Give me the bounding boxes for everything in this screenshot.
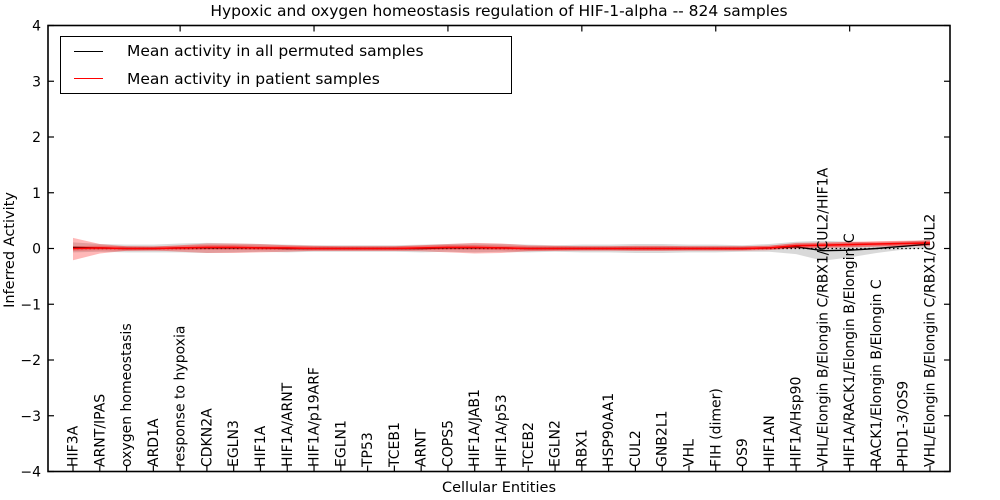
- chart-title: Hypoxic and oxygen homeostasis regulatio…: [210, 2, 788, 20]
- x-axis-label: Cellular Entities: [441, 480, 557, 496]
- y-tick-label: 2: [32, 130, 41, 146]
- y-tick-label: −2: [20, 353, 41, 369]
- x-tick-label: EGLN3: [226, 420, 242, 467]
- band-patient-samples-spread: [73, 237, 930, 261]
- x-tick-label: RACK1/Elongin B/Elongin C: [869, 279, 885, 467]
- x-tick-label: TCEB2: [521, 422, 537, 468]
- x-tick-label: FIH (dimer): [708, 388, 724, 467]
- x-tick-label: HIF1A: [253, 425, 269, 467]
- x-tick-label: response to hypoxia: [173, 326, 189, 467]
- x-tick-label: VHL: [682, 439, 698, 467]
- x-tick-label: RBX1: [574, 429, 590, 467]
- x-tick-label: HIF1A/p53: [494, 394, 510, 467]
- x-tick-label: VHL/Elongin B/Elongin C/RBX1/CUL2: [923, 214, 939, 467]
- x-tick-label: CDKN2A: [199, 408, 215, 467]
- band-permuted-samples-spread: [73, 240, 930, 261]
- x-tick-label: HIF1A/Hsp90: [789, 377, 805, 467]
- x-tick-label: EGLN1: [333, 420, 349, 467]
- legend-entry-permuted: Mean activity in all permuted samples: [61, 38, 511, 64]
- x-tick-label: HIF1AN: [762, 415, 778, 467]
- x-tick-label: ARD1A: [146, 418, 162, 467]
- y-axis-label: Inferred Activity: [2, 192, 18, 308]
- x-tick-label: PHD1-3/OS9: [896, 381, 912, 467]
- y-tick-label: −3: [20, 409, 41, 425]
- x-tick-label: HIF1A/RACK1/Elongin B/Elongin C: [842, 233, 858, 467]
- y-tick-label: −1: [20, 297, 41, 313]
- x-tick-label: ARNT: [414, 428, 430, 467]
- x-tick-label: VHL/Elongin B/Elongin C/RBX1/CUL2/HIF1A: [815, 167, 831, 467]
- y-tick-label: 3: [32, 74, 41, 90]
- legend-label-permuted: Mean activity in all permuted samples: [127, 42, 424, 61]
- y-tick-label: −4: [20, 465, 41, 481]
- legend-line-permuted-icon: [74, 50, 103, 52]
- x-tick-label: TP53: [360, 432, 376, 468]
- x-tick-label: HIF3A: [66, 425, 82, 467]
- x-tick-label: EGLN2: [548, 420, 564, 467]
- legend-line-patient-icon: [74, 78, 103, 80]
- x-tick-label: ARNT/IPAS: [92, 394, 108, 467]
- x-tick-label: oxygen homeostasis: [119, 323, 135, 467]
- x-tick-label: COPS5: [440, 420, 456, 467]
- x-tick-label: HSP90AA1: [601, 393, 617, 467]
- x-tick-label: OS9: [735, 438, 751, 467]
- legend-label-patient: Mean activity in patient samples: [127, 69, 380, 88]
- x-tick-label: CUL2: [628, 430, 644, 467]
- y-tick-label: 1: [32, 186, 41, 202]
- legend-box: Mean activity in all permuted samples Me…: [60, 36, 512, 94]
- legend-entry-patient: Mean activity in patient samples: [61, 66, 511, 92]
- x-tick-label: GNB2L1: [655, 410, 671, 467]
- patient-mean-line: [72, 242, 931, 250]
- x-tick-label: HIF1A/ARNT: [280, 382, 296, 467]
- y-tick-label: 0: [32, 242, 41, 258]
- x-tick-label: HIF1A/p19ARF: [307, 367, 323, 467]
- y-tick-label: 4: [32, 19, 41, 35]
- x-tick-label: HIF1A/JAB1: [467, 389, 483, 467]
- x-tick-label: TCEB1: [387, 422, 403, 468]
